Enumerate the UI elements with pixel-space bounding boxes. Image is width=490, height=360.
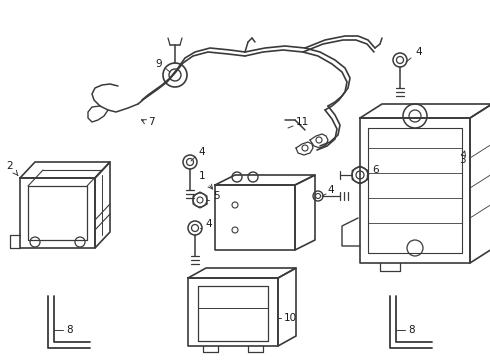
Text: 6: 6 (372, 165, 379, 175)
Text: 11: 11 (296, 117, 309, 127)
Text: 4: 4 (327, 185, 334, 195)
Text: 1: 1 (198, 171, 213, 189)
Text: 4: 4 (415, 47, 421, 57)
Text: 8: 8 (408, 325, 415, 335)
Text: 4: 4 (205, 219, 212, 229)
Text: 3: 3 (459, 151, 466, 165)
Text: 5: 5 (213, 191, 220, 201)
Text: 2: 2 (7, 161, 18, 175)
Text: 7: 7 (148, 117, 155, 127)
Text: 10: 10 (284, 313, 297, 323)
Text: 4: 4 (198, 147, 205, 157)
Text: 8: 8 (66, 325, 73, 335)
Text: 9: 9 (155, 59, 162, 69)
